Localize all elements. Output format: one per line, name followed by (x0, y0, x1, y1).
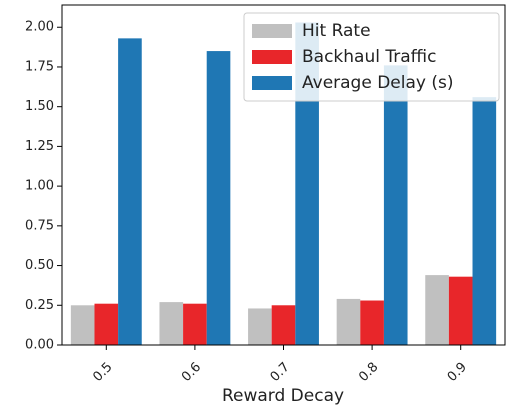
x-tick-label: 0.9 (445, 360, 470, 385)
y-tick-label: 1.00 (25, 179, 54, 194)
bar (159, 302, 184, 345)
y-tick-label: 0.50 (25, 258, 54, 273)
bar (360, 300, 384, 345)
x-tick-label: 0.6 (179, 360, 204, 385)
y-tick-label: 1.25 (25, 139, 54, 154)
bar (448, 276, 473, 345)
legend-label: Backhaul Traffic (302, 47, 436, 67)
bar (248, 308, 272, 345)
bar (472, 97, 497, 345)
y-tick-label: 0.75 (25, 218, 54, 233)
bar (383, 65, 408, 345)
y-tick-label: 0.00 (25, 338, 54, 353)
y-tick-label: 0.25 (25, 298, 54, 313)
legend-label: Average Delay (s) (302, 73, 454, 93)
bar (183, 303, 207, 345)
legend-swatch (252, 50, 292, 64)
x-tick-label: 0.7 (268, 360, 293, 385)
y-tick-label: 1.50 (25, 99, 54, 114)
x-axis-label: Reward Decay (222, 386, 344, 406)
bar (336, 298, 361, 345)
bar (118, 38, 142, 345)
legend-swatch (252, 76, 292, 90)
legend-swatch (252, 24, 292, 38)
x-tick-label: 0.5 (90, 360, 115, 385)
bar (295, 22, 319, 346)
bar (70, 305, 95, 345)
y-tick-label: 2.00 (25, 20, 54, 35)
x-tick-label: 0.8 (356, 360, 381, 385)
bar (206, 51, 231, 345)
bar (94, 303, 119, 345)
legend-label: Hit Rate (302, 21, 371, 41)
bar (271, 305, 296, 345)
y-tick-label: 1.75 (25, 59, 54, 74)
bar (425, 275, 449, 345)
plot-frame (61, 4, 506, 346)
legend-box (243, 12, 500, 102)
